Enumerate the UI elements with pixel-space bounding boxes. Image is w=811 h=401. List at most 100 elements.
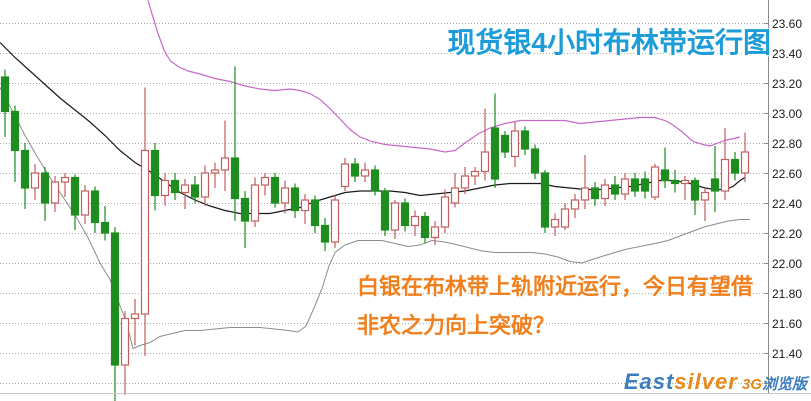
y-axis-label: 21.80 (772, 287, 802, 301)
candle-body (440, 196, 450, 228)
candle-body (40, 172, 50, 204)
y-axis-label: 23.60 (772, 17, 802, 31)
candle-body (330, 199, 340, 243)
candle-body (530, 148, 540, 174)
candle-body (460, 175, 470, 189)
candle-body (60, 176, 70, 183)
candle-body (500, 134, 510, 153)
candle-body (30, 172, 40, 189)
candle-body (130, 313, 140, 320)
candle-body (70, 176, 80, 216)
candle-body (380, 190, 390, 231)
candle-body (290, 187, 300, 212)
candle-body (270, 176, 280, 204)
watermark-silver: silver (674, 369, 738, 394)
candle-body (520, 130, 530, 150)
candle-body (370, 169, 380, 192)
candle-body (420, 215, 430, 239)
y-axis-label: 23.40 (772, 47, 802, 61)
candle-body (150, 149, 160, 197)
y-axis-label: 22.40 (772, 197, 802, 211)
candle-body (50, 181, 60, 204)
candle-body (140, 149, 150, 315)
candle-body (200, 172, 210, 198)
y-axis-label: 22.80 (772, 137, 802, 151)
candle-body (470, 170, 480, 177)
y-axis-label: 22.20 (772, 227, 802, 241)
watermark: Eastsilver 3G浏览版 (624, 369, 807, 395)
candle-body (730, 158, 740, 174)
candle-body (700, 191, 710, 201)
candle-body (660, 169, 670, 182)
candle-body (580, 187, 590, 201)
candle-body (690, 179, 700, 201)
candle-body (260, 176, 270, 186)
candle-body (600, 184, 610, 200)
candle-body (220, 157, 230, 171)
candle-body (570, 199, 580, 210)
candle-body (610, 184, 620, 195)
candle-body (720, 158, 730, 192)
candle-body (340, 163, 350, 188)
candle-body (20, 149, 30, 189)
candle-body (590, 187, 600, 200)
candle-body (120, 317, 130, 366)
candle-body (100, 221, 110, 234)
candle-body (360, 169, 370, 177)
candle-body (680, 179, 690, 185)
y-axis-label: 21.60 (772, 317, 802, 331)
y-axis-label: 23.00 (772, 107, 802, 121)
candle-body (320, 224, 330, 243)
watermark-east: East (623, 369, 675, 394)
candle-body (450, 187, 460, 204)
candle-body (280, 187, 290, 204)
candle-body (310, 199, 320, 227)
candle-body (480, 151, 490, 173)
candle-body (490, 127, 500, 180)
watermark-suffix: 浏览版 (761, 376, 807, 393)
candle-body (540, 172, 550, 228)
candle-body (170, 179, 180, 194)
candle-body (180, 184, 190, 194)
candle-body (300, 199, 310, 212)
candle-body (190, 184, 200, 198)
candle-body (670, 179, 680, 185)
analyst-annotation: 白银在布林带上轨附近运行，今日有望借 非农之力向上突破？ (357, 267, 753, 345)
candle-body (740, 151, 750, 174)
candle-body (650, 166, 660, 198)
candle-body (630, 178, 640, 192)
annotation-line-1: 白银在布林带上轨附近运行，今日有望借 (357, 274, 754, 299)
candle-body (110, 232, 120, 366)
candle-body (90, 190, 100, 224)
candle-body (510, 130, 520, 158)
y-axis-label: 23.20 (772, 77, 802, 91)
watermark-3g: 3G (737, 376, 762, 393)
annotation-line-2: 非农之力向上突破？ (357, 313, 556, 338)
bollinger-middle-band (0, 42, 746, 215)
candle-body (350, 163, 360, 177)
bollinger-lower-band (0, 87, 750, 350)
candle-body (390, 202, 400, 231)
candle-body (160, 179, 170, 197)
candle-body (210, 169, 220, 174)
candle-body (640, 178, 650, 192)
candle-body (80, 190, 90, 216)
y-axis-label: 21.40 (772, 347, 802, 361)
candle-body (710, 178, 720, 192)
candle-body (410, 215, 420, 227)
candle-body (430, 226, 440, 239)
bollinger-upper-band (147, 0, 741, 153)
candle-body (550, 218, 560, 228)
candle-body (560, 208, 570, 228)
y-axis-label: 22.60 (772, 167, 802, 181)
candle-body (400, 202, 410, 227)
page-title: 现货银4小时布林带运行图 (447, 27, 771, 58)
candle-body (620, 178, 630, 195)
candle-body (250, 184, 260, 222)
candle-body (240, 197, 250, 222)
candle-body (0, 76, 10, 113)
y-axis-label: 22.00 (772, 257, 802, 271)
candle-body (230, 157, 240, 200)
